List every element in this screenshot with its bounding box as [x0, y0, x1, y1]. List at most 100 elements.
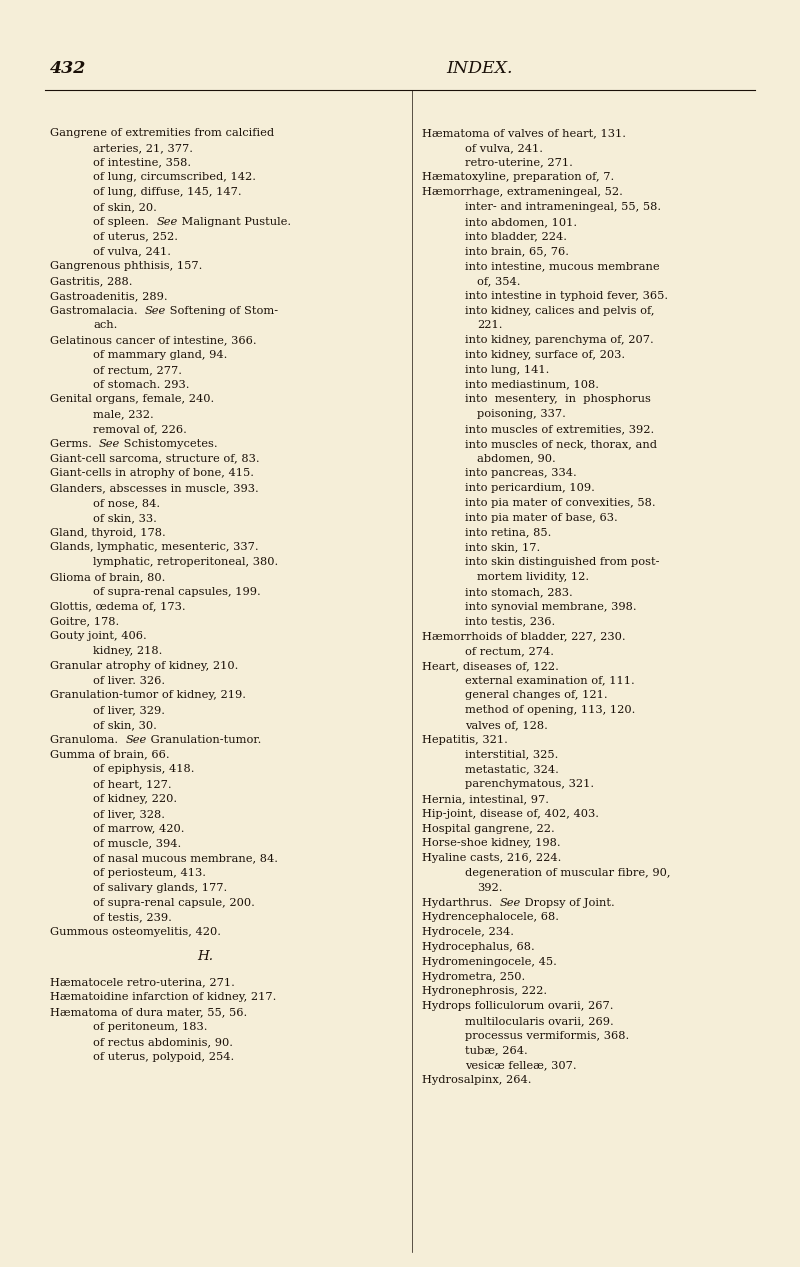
Text: Hydrosalpinx, 264.: Hydrosalpinx, 264.	[422, 1076, 531, 1086]
Text: of periosteum, 413.: of periosteum, 413.	[93, 868, 206, 878]
Text: of mammary gland, 94.: of mammary gland, 94.	[93, 350, 227, 360]
Text: into kidney, surface of, 203.: into kidney, surface of, 203.	[465, 350, 625, 360]
Text: into pericardium, 109.: into pericardium, 109.	[465, 483, 595, 493]
Text: into lung, 141.: into lung, 141.	[465, 365, 550, 375]
Text: Hip-joint, disease of, 402, 403.: Hip-joint, disease of, 402, 403.	[422, 808, 599, 818]
Text: Glands, lymphatic, mesenteric, 337.: Glands, lymphatic, mesenteric, 337.	[50, 542, 258, 552]
Text: external examination of, 111.: external examination of, 111.	[465, 675, 634, 685]
Text: male, 232.: male, 232.	[93, 409, 154, 419]
Text: into synovial membrane, 398.: into synovial membrane, 398.	[465, 602, 637, 612]
Text: of vulva, 241.: of vulva, 241.	[93, 246, 171, 256]
Text: of nose, 84.: of nose, 84.	[93, 498, 160, 508]
Text: into mediastinum, 108.: into mediastinum, 108.	[465, 380, 599, 389]
Text: Hæmorrhage, extrameningeal, 52.: Hæmorrhage, extrameningeal, 52.	[422, 188, 623, 198]
Text: Gouty joint, 406.: Gouty joint, 406.	[50, 631, 146, 641]
Text: Hepatitis, 321.: Hepatitis, 321.	[422, 735, 508, 745]
Text: Hæmatoidine infarction of kidney, 217.: Hæmatoidine infarction of kidney, 217.	[50, 992, 276, 1002]
Text: Granulation-tumor of kidney, 219.: Granulation-tumor of kidney, 219.	[50, 691, 246, 701]
Text: ach.: ach.	[93, 321, 118, 331]
Text: of uterus, polypoid, 254.: of uterus, polypoid, 254.	[93, 1052, 234, 1062]
Text: Gumma of brain, 66.: Gumma of brain, 66.	[50, 750, 170, 760]
Text: Hernia, intestinal, 97.: Hernia, intestinal, 97.	[422, 794, 549, 805]
Text: of salivary glands, 177.: of salivary glands, 177.	[93, 883, 227, 893]
Text: of muscle, 394.: of muscle, 394.	[93, 839, 182, 849]
Text: Gelatinous cancer of intestine, 366.: Gelatinous cancer of intestine, 366.	[50, 336, 257, 345]
Text: of supra-renal capsules, 199.: of supra-renal capsules, 199.	[93, 587, 261, 597]
Text: of skin, 20.: of skin, 20.	[93, 201, 157, 212]
Text: Softening of Stom-: Softening of Stom-	[166, 305, 278, 315]
Text: into kidney, parenchyma of, 207.: into kidney, parenchyma of, 207.	[465, 336, 654, 345]
Text: parenchymatous, 321.: parenchymatous, 321.	[465, 779, 594, 789]
Text: See: See	[126, 735, 146, 745]
Text: Hydronephrosis, 222.: Hydronephrosis, 222.	[422, 987, 547, 996]
Text: Glottis, œdema of, 173.: Glottis, œdema of, 173.	[50, 602, 186, 612]
Text: metastatic, 324.: metastatic, 324.	[465, 764, 559, 774]
Text: inter- and intrameningeal, 55, 58.: inter- and intrameningeal, 55, 58.	[465, 201, 661, 212]
Text: Hydrops folliculorum ovarii, 267.: Hydrops folliculorum ovarii, 267.	[422, 1001, 614, 1011]
Text: tubæ, 264.: tubæ, 264.	[465, 1045, 528, 1055]
Text: of spleen.: of spleen.	[93, 217, 156, 227]
Text: Hydrencephalocele, 68.: Hydrencephalocele, 68.	[422, 912, 559, 922]
Text: into pia mater of convexities, 58.: into pia mater of convexities, 58.	[465, 498, 656, 508]
Text: Giant-cell sarcoma, structure of, 83.: Giant-cell sarcoma, structure of, 83.	[50, 454, 260, 464]
Text: Hydromeningocele, 45.: Hydromeningocele, 45.	[422, 957, 557, 967]
Text: of epiphysis, 418.: of epiphysis, 418.	[93, 764, 194, 774]
Text: into kidney, calices and pelvis of,: into kidney, calices and pelvis of,	[465, 305, 654, 315]
Text: Gastromalacia.: Gastromalacia.	[50, 305, 145, 315]
Text: Giant-cells in atrophy of bone, 415.: Giant-cells in atrophy of bone, 415.	[50, 469, 254, 479]
Text: mortem lividity, 12.: mortem lividity, 12.	[477, 571, 589, 582]
Text: valves of, 128.: valves of, 128.	[465, 720, 548, 730]
Text: Schistomycetes.: Schistomycetes.	[120, 438, 218, 449]
Text: of liver, 329.: of liver, 329.	[93, 706, 165, 715]
Text: of stomach. 293.: of stomach. 293.	[93, 380, 190, 389]
Text: into intestine, mucous membrane: into intestine, mucous membrane	[465, 261, 660, 271]
Text: Glioma of brain, 80.: Glioma of brain, 80.	[50, 571, 166, 582]
Text: Hæmatocele retro-uterina, 271.: Hæmatocele retro-uterina, 271.	[50, 978, 235, 987]
Text: of heart, 127.: of heart, 127.	[93, 779, 172, 789]
Text: Heart, diseases of, 122.: Heart, diseases of, 122.	[422, 661, 559, 670]
Text: processus vermiformis, 368.: processus vermiformis, 368.	[465, 1031, 630, 1040]
Text: into bladder, 224.: into bladder, 224.	[465, 232, 567, 242]
Text: into pancreas, 334.: into pancreas, 334.	[465, 469, 577, 479]
Text: Gangrene of extremities from calcified: Gangrene of extremities from calcified	[50, 128, 274, 138]
Text: Hydrocephalus, 68.: Hydrocephalus, 68.	[422, 941, 534, 952]
Text: of marrow, 420.: of marrow, 420.	[93, 824, 185, 834]
Text: of liver, 328.: of liver, 328.	[93, 808, 165, 818]
Text: interstitial, 325.: interstitial, 325.	[465, 750, 558, 760]
Text: Malignant Pustule.: Malignant Pustule.	[178, 217, 290, 227]
Text: into skin, 17.: into skin, 17.	[465, 542, 540, 552]
Text: of rectum, 274.: of rectum, 274.	[465, 646, 554, 656]
Text: See: See	[156, 217, 178, 227]
Text: See: See	[145, 305, 166, 315]
Text: Glanders, abscesses in muscle, 393.: Glanders, abscesses in muscle, 393.	[50, 483, 258, 493]
Text: See: See	[500, 897, 521, 907]
Text: 432: 432	[50, 60, 86, 77]
Text: Hæmatoma of valves of heart, 131.: Hæmatoma of valves of heart, 131.	[422, 128, 626, 138]
Text: of vulva, 241.: of vulva, 241.	[465, 143, 543, 153]
Text: Granuloma.: Granuloma.	[50, 735, 126, 745]
Text: of uterus, 252.: of uterus, 252.	[93, 232, 178, 242]
Text: abdomen, 90.: abdomen, 90.	[477, 454, 556, 464]
Text: Granular atrophy of kidney, 210.: Granular atrophy of kidney, 210.	[50, 661, 238, 670]
Text: of rectus abdominis, 90.: of rectus abdominis, 90.	[93, 1036, 233, 1047]
Text: Gland, thyroid, 178.: Gland, thyroid, 178.	[50, 527, 166, 537]
Text: kidney, 218.: kidney, 218.	[93, 646, 162, 656]
Text: Goitre, 178.: Goitre, 178.	[50, 617, 119, 626]
Text: of intestine, 358.: of intestine, 358.	[93, 157, 191, 167]
Text: Granulation-tumor.: Granulation-tumor.	[146, 735, 261, 745]
Text: Gastroadenitis, 289.: Gastroadenitis, 289.	[50, 291, 168, 300]
Text: 392.: 392.	[477, 883, 502, 893]
Text: Hæmatoxyline, preparation of, 7.: Hæmatoxyline, preparation of, 7.	[422, 172, 614, 182]
Text: general changes of, 121.: general changes of, 121.	[465, 691, 608, 701]
Text: degeneration of muscular fibre, 90,: degeneration of muscular fibre, 90,	[465, 868, 670, 878]
Text: lymphatic, retroperitoneal, 380.: lymphatic, retroperitoneal, 380.	[93, 557, 278, 568]
Text: into abdomen, 101.: into abdomen, 101.	[465, 217, 577, 227]
Text: of skin, 30.: of skin, 30.	[93, 720, 157, 730]
Text: of supra-renal capsule, 200.: of supra-renal capsule, 200.	[93, 897, 255, 907]
Text: Hæmatoma of dura mater, 55, 56.: Hæmatoma of dura mater, 55, 56.	[50, 1007, 247, 1017]
Text: Gummous osteomyelitis, 420.: Gummous osteomyelitis, 420.	[50, 927, 221, 938]
Text: into pia mater of base, 63.: into pia mater of base, 63.	[465, 513, 618, 523]
Text: of skin, 33.: of skin, 33.	[93, 513, 157, 523]
Text: of peritoneum, 183.: of peritoneum, 183.	[93, 1022, 207, 1031]
Text: Dropsy of Joint.: Dropsy of Joint.	[521, 897, 614, 907]
